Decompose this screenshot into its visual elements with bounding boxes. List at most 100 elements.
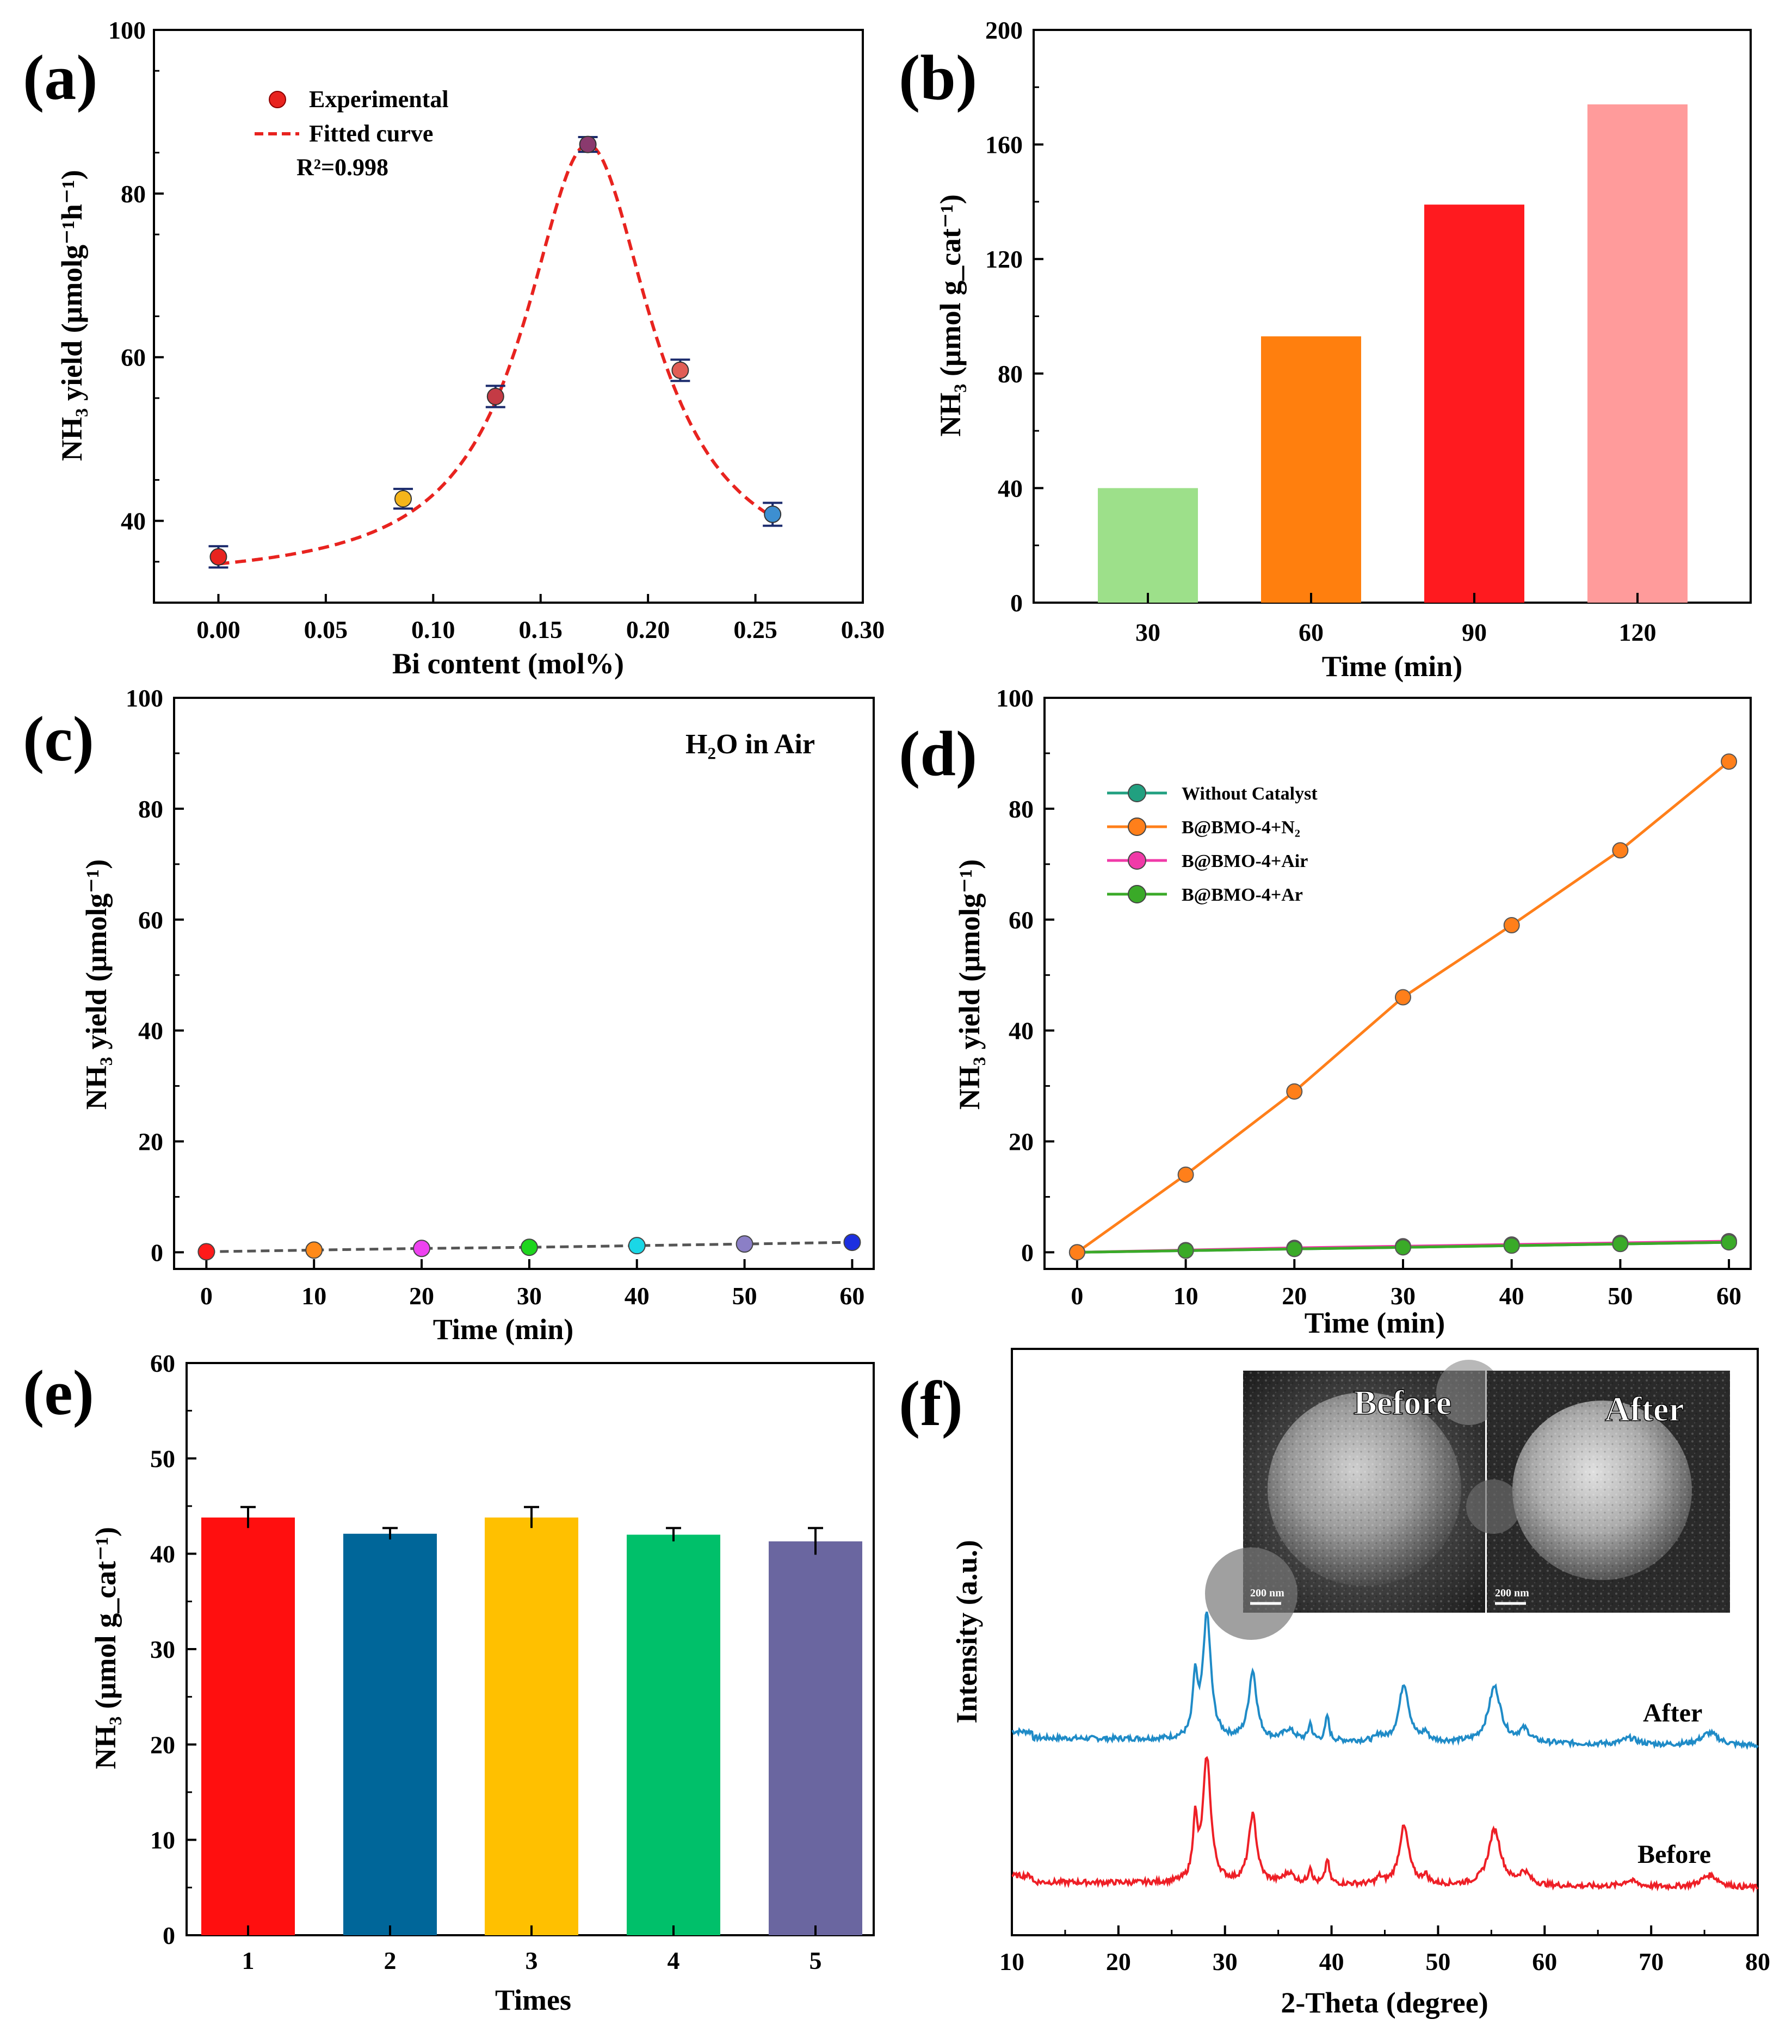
y-tick-label-e: 20 [150, 1731, 175, 1758]
y-axis-label-c: NH₃ yield (μmolg⁻¹) [80, 859, 113, 1110]
x-tick-label-c: 0 [200, 1282, 213, 1310]
data-point-d [1503, 1237, 1520, 1254]
panel-label-e: (e) [23, 1357, 94, 1428]
x-tick-label-a: 0.30 [841, 616, 885, 643]
bar-e [627, 1534, 720, 1935]
x-tick-label-c: 50 [732, 1282, 757, 1310]
panel-e: (e) 0 10 20 30 40 50 60 1 2 3 4 5 Times NH₃ (μmol g… [23, 1349, 875, 2016]
data-point-d [1721, 753, 1738, 770]
x-tick-label-e: 2 [384, 1947, 397, 1974]
y-tick-label-d: 60 [1009, 906, 1034, 934]
legend-d: Without Catalyst B@BMO-4+N₂ B@BMO-4+Air B@B… [1107, 784, 1318, 905]
legend-r2: R²=0.998 [296, 154, 388, 181]
x-tick-label-e: 1 [242, 1947, 255, 1974]
legend-label-fitted: Fitted curve [309, 120, 433, 147]
data-point-a [394, 490, 412, 507]
x-axis-label-e: Times [495, 1984, 571, 2016]
x-tick-label-f: 10 [999, 1948, 1024, 1975]
x-tick-label-a: 0.05 [304, 616, 348, 643]
y-tick-label-d: 0 [1021, 1238, 1034, 1266]
data-point-c [628, 1237, 646, 1255]
x-tick-label-d: 0 [1071, 1282, 1083, 1310]
y-tick-label-c: 0 [151, 1238, 163, 1266]
legend-marker-d [1128, 851, 1146, 870]
y-axis-label-a: NH₃ yield (μmolg⁻¹h⁻¹) [55, 170, 88, 461]
x-tick-label-c: 20 [409, 1282, 434, 1310]
fitted-curve [218, 143, 778, 566]
x-tick-label-d: 40 [1499, 1282, 1524, 1310]
y-tick-label-d: 40 [1009, 1017, 1034, 1045]
scale-bar-after: 200 nm [1495, 1587, 1529, 1599]
x-tick-label-d: 50 [1608, 1282, 1633, 1310]
x-axis-label-a: Bi content (mol%) [392, 647, 624, 680]
x-tick-label-d: 20 [1282, 1282, 1307, 1310]
y-tick-label-b: 40 [998, 474, 1023, 502]
bar-e [201, 1517, 295, 1935]
data-point-d [1068, 1244, 1085, 1261]
x-tick-label-e: 4 [668, 1947, 680, 1974]
x-tick-label-e: 5 [810, 1947, 822, 1974]
x-tick-label-c: 30 [517, 1282, 542, 1310]
trace-label-after: After [1643, 1699, 1702, 1727]
scale-bar-before: 200 nm [1250, 1587, 1284, 1599]
y-tick-label-a: 80 [121, 180, 146, 208]
trace-label-before: Before [1637, 1840, 1711, 1869]
y-tick-label-a: 100 [108, 16, 146, 44]
x-tick-label-f: 70 [1639, 1948, 1664, 1975]
x-tick-label-f: 20 [1106, 1948, 1131, 1975]
y-tick-label-a: 60 [121, 344, 146, 371]
panel-label-b: (b) [899, 42, 977, 113]
x-axis-label-f: 2-Theta (degree) [1281, 1986, 1488, 2019]
x-tick-label-b: 120 [1619, 618, 1657, 646]
x-axis-label-d: Time (min) [1305, 1306, 1445, 1339]
y-tick-label-c: 80 [138, 795, 163, 823]
y-tick-label-b: 200 [985, 16, 1023, 44]
data-point-c [197, 1243, 215, 1261]
y-axis-label-d: NH₃ yield (μmolg⁻¹) [953, 859, 986, 1110]
data-point-a [579, 135, 597, 153]
data-point-c [520, 1238, 538, 1256]
legend-label-d: B@BMO-4+Air [1182, 851, 1308, 871]
y-tick-label-e: 60 [150, 1349, 175, 1377]
y-tick-label-d: 80 [1009, 795, 1034, 823]
data-point-a [671, 361, 689, 379]
sem-label-after: After [1605, 1390, 1684, 1428]
data-point-d [1612, 842, 1629, 859]
plot-frame-a [153, 29, 864, 604]
legend-label-d: B@BMO-4+Ar [1182, 885, 1303, 905]
y-tick-label-d: 20 [1009, 1128, 1034, 1156]
y-tick-label-e: 50 [150, 1445, 175, 1472]
y-tick-label-b: 0 [1010, 589, 1023, 617]
x-axis-label-b: Time (min) [1322, 650, 1462, 683]
y-tick-label-c: 40 [138, 1017, 163, 1045]
legend-marker-d [1128, 885, 1146, 903]
sem-image-after: 200 nm After [1466, 1371, 1730, 1613]
data-point-a [209, 548, 227, 566]
data-point-d [1394, 1239, 1411, 1256]
legend-a: Experimental Fitted curve R²=0.998 [255, 86, 449, 181]
panel-b: (b) 0 40 80 120 160 200 30 60 90 120 Time (min) N… [899, 16, 1752, 683]
bar-e [769, 1541, 862, 1935]
bar-b [1098, 488, 1198, 603]
y-tick-label-b: 160 [985, 131, 1023, 159]
data-point-a [764, 505, 782, 523]
panel-label-d: (d) [899, 718, 977, 789]
x-tick-label-c: 10 [301, 1282, 326, 1310]
x-tick-label-d: 60 [1716, 1282, 1741, 1310]
data-point-d [1286, 1241, 1303, 1258]
legend-label-d: Without Catalyst [1182, 784, 1318, 804]
y-tick-label-e: 30 [150, 1636, 175, 1663]
y-tick-label-d: 100 [996, 684, 1034, 712]
legend-marker-d [1128, 784, 1146, 802]
data-point-a [486, 387, 504, 405]
y-tick-label-c: 100 [126, 684, 163, 712]
x-tick-label-e: 3 [526, 1947, 538, 1974]
series-line-d [1076, 760, 1730, 1254]
y-axis-label-e: NH₃ (μmol g_cat⁻¹) [89, 1527, 122, 1769]
sem-image-before: 200 nm Before [1205, 1360, 1501, 1640]
sem-label-before: Before [1354, 1383, 1451, 1422]
sem-inset: 200 nm Before 200 nm After [1205, 1360, 1730, 1640]
y-axis-label-f: Intensity (a.u.) [950, 1540, 983, 1724]
data-point-d [1612, 1236, 1629, 1253]
data-point-d [1721, 1234, 1738, 1251]
